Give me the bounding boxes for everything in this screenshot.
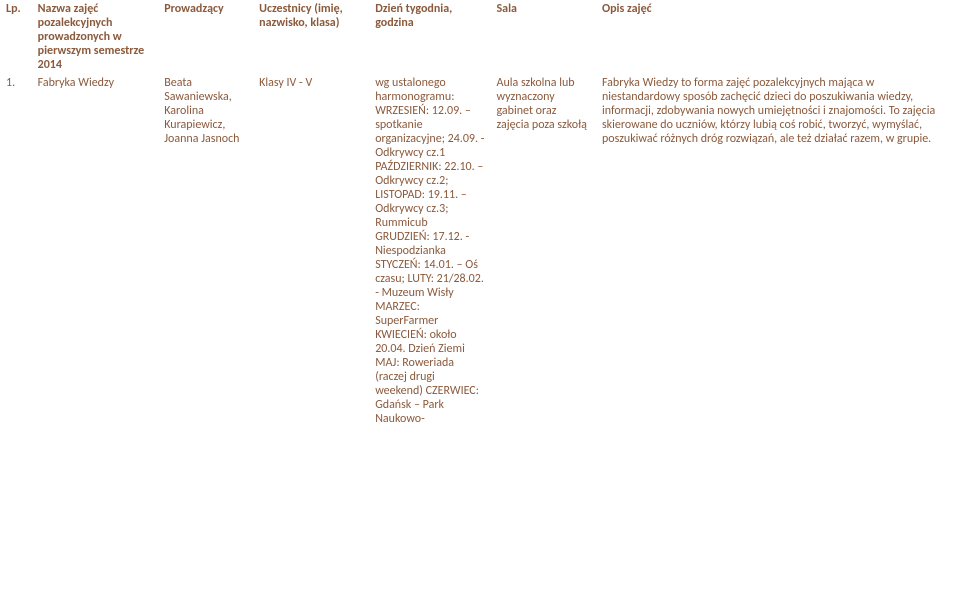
cell-uczestnicy: Klasy IV - V [253, 74, 369, 428]
cell-opis: Fabryka Wiedzy to forma zajęć pozalekcyj… [596, 74, 960, 428]
table-row: 1. Fabryka Wiedzy Beata Sawaniewska, Kar… [0, 74, 960, 428]
cell-lp: 1. [0, 74, 32, 428]
col-header-uczestnicy: Uczestnicy (imię, nazwisko, klasa) [253, 0, 369, 74]
cell-prowadzacy: Beata Sawaniewska, Karolina Kurapiewicz,… [158, 74, 253, 428]
schedule-table: Lp. Nazwa zajęć pozalekcyjnych prowadzon… [0, 0, 960, 428]
col-header-dzien: Dzień tygodnia, godzina [369, 0, 490, 74]
header-row: Lp. Nazwa zajęć pozalekcyjnych prowadzon… [0, 0, 960, 74]
col-header-opis: Opis zajęć [596, 0, 960, 74]
col-header-lp: Lp. [0, 0, 32, 74]
col-header-sala: Sala [491, 0, 596, 74]
cell-nazwa: Fabryka Wiedzy [32, 74, 159, 428]
col-header-nazwa: Nazwa zajęć pozalekcyjnych prowadzonych … [32, 0, 159, 74]
cell-dzien: wg ustalonego harmonogramu: WRZESIEŃ: 12… [369, 74, 490, 428]
cell-sala: Aula szkolna lub wyznaczony gabinet oraz… [491, 74, 596, 428]
col-header-prowadzacy: Prowadzący [158, 0, 253, 74]
